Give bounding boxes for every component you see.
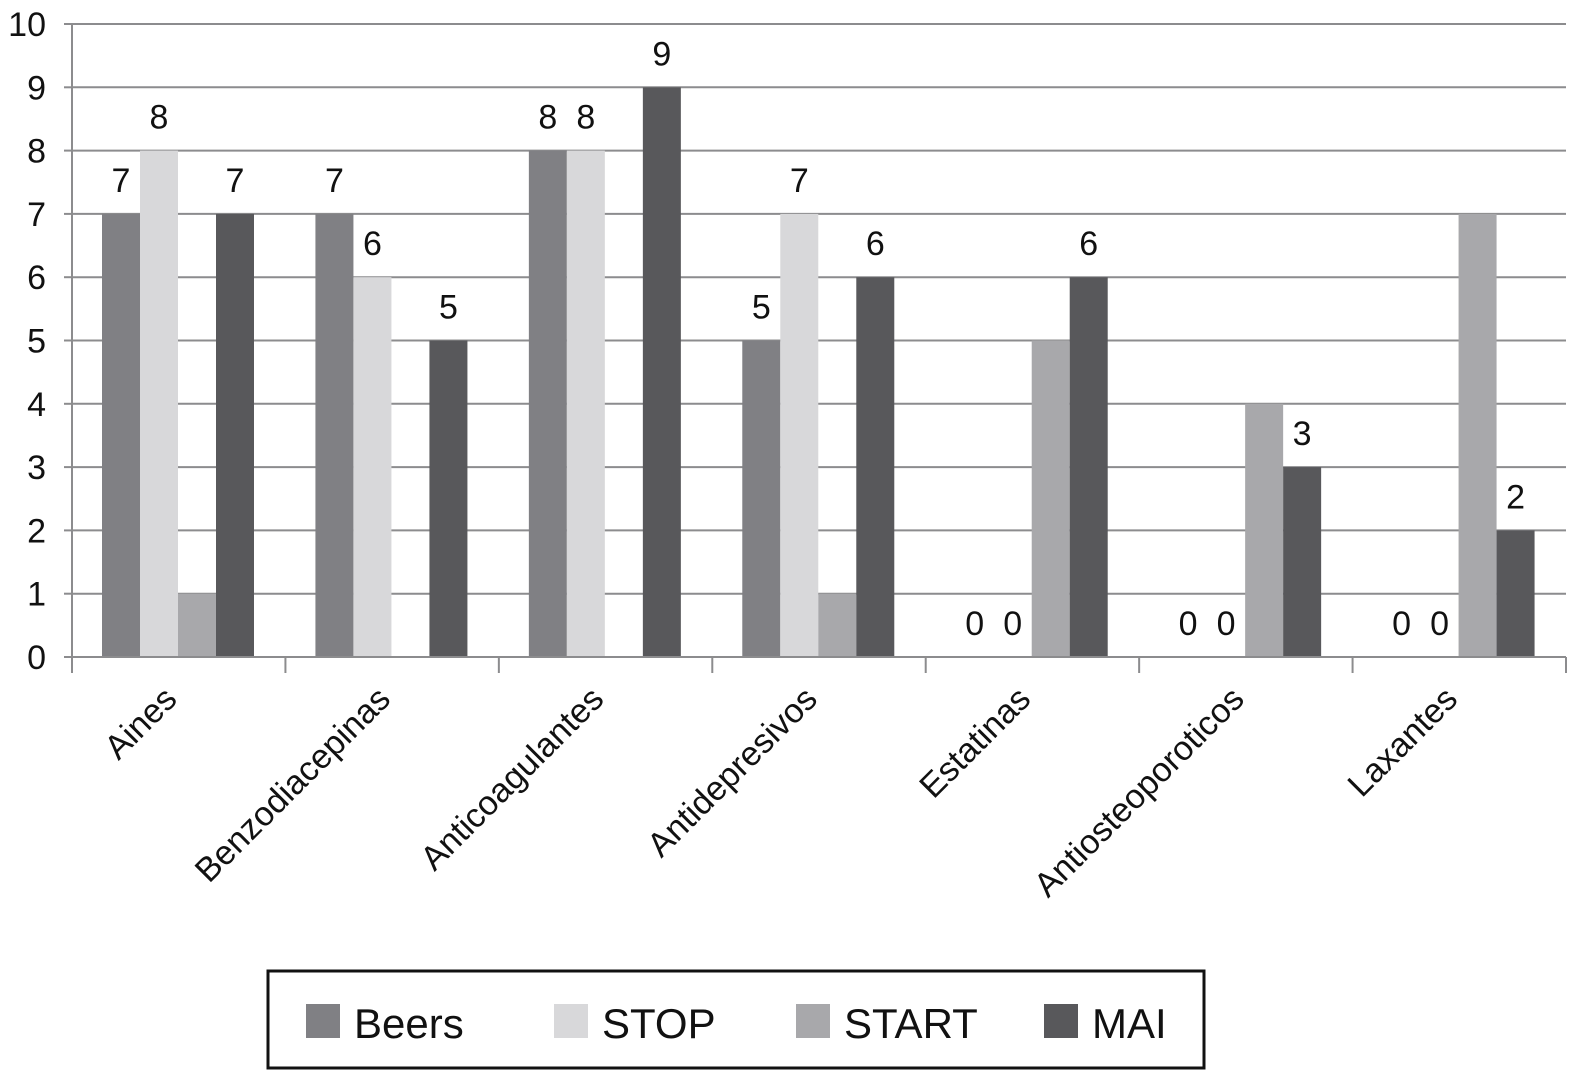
y-tick-label: 10 bbox=[8, 6, 46, 44]
legend-label-stop: STOP bbox=[602, 1000, 716, 1047]
bar-beers bbox=[102, 213, 140, 657]
data-label: 7 bbox=[790, 162, 809, 200]
y-tick-label: 3 bbox=[27, 449, 46, 487]
data-label: 0 bbox=[1430, 605, 1449, 643]
bar-stop bbox=[566, 150, 605, 657]
data-label: 7 bbox=[226, 162, 245, 200]
data-label: 0 bbox=[1217, 605, 1236, 643]
gridlines bbox=[72, 23, 1566, 658]
data-label: 0 bbox=[1392, 605, 1411, 643]
data-label: 0 bbox=[1003, 605, 1022, 643]
data-label: 8 bbox=[576, 99, 595, 137]
bar-mai bbox=[642, 87, 681, 658]
bar-start bbox=[1245, 403, 1284, 657]
legend-swatch-start bbox=[796, 1004, 830, 1038]
y-tick-label: 6 bbox=[27, 259, 46, 297]
x-axis: Aines Benzodiacepinas Anticoagulantes Antid… bbox=[71, 656, 1567, 905]
bar-stop bbox=[780, 213, 819, 657]
bar-beers bbox=[742, 340, 781, 657]
data-label: 6 bbox=[363, 225, 382, 263]
y-tick-label: 0 bbox=[27, 639, 46, 677]
data-label: 0 bbox=[965, 605, 984, 643]
bar-mai bbox=[429, 340, 468, 657]
data-label: 6 bbox=[1079, 225, 1098, 263]
bars bbox=[102, 87, 1535, 658]
bar-mai bbox=[856, 277, 895, 657]
legend-swatch-beers bbox=[306, 1004, 340, 1038]
category-label: Antidepresivos bbox=[640, 680, 825, 865]
bar-mai bbox=[1283, 467, 1322, 657]
data-label: 5 bbox=[752, 289, 771, 327]
data-label: 7 bbox=[325, 162, 344, 200]
legend: Beers STOP START MAI bbox=[266, 969, 1206, 1070]
legend-label-mai: MAI bbox=[1092, 1000, 1167, 1047]
data-label: 6 bbox=[866, 225, 885, 263]
y-tick-label: 9 bbox=[27, 69, 46, 107]
category-label: Laxantes bbox=[1340, 680, 1464, 804]
bar-stop bbox=[140, 150, 178, 657]
y-tick-label: 1 bbox=[27, 576, 46, 614]
category-label: Aines bbox=[97, 680, 184, 767]
legend-swatch-stop bbox=[554, 1004, 588, 1038]
bar-start bbox=[818, 593, 857, 657]
data-label: 7 bbox=[112, 162, 131, 200]
category-label: Antiosteoporoticos bbox=[1027, 680, 1252, 905]
bar-stop bbox=[353, 277, 392, 657]
bar-mai bbox=[1496, 530, 1535, 657]
category-label: Benzodiacepinas bbox=[188, 680, 398, 890]
legend-label-start: START bbox=[844, 1000, 978, 1047]
data-label: 3 bbox=[1293, 415, 1312, 453]
bar-beers bbox=[315, 213, 354, 657]
data-label: 9 bbox=[652, 35, 671, 73]
legend-swatch-mai bbox=[1044, 1004, 1078, 1038]
data-label: 2 bbox=[1506, 478, 1525, 516]
y-tick-label: 8 bbox=[27, 133, 46, 171]
y-tick-label: 7 bbox=[27, 196, 46, 234]
bar-mai bbox=[216, 213, 254, 657]
bar-mai bbox=[1069, 277, 1108, 657]
data-label: 5 bbox=[439, 289, 458, 327]
y-axis: 0 1 2 3 4 5 6 7 8 9 10 bbox=[8, 6, 73, 677]
category-label: Estatinas bbox=[912, 680, 1038, 806]
data-label: 0 bbox=[1179, 605, 1198, 643]
y-tick-label: 4 bbox=[27, 386, 46, 424]
category-label: Anticoagulantes bbox=[413, 680, 611, 878]
y-tick-label: 2 bbox=[27, 512, 46, 550]
data-label: 8 bbox=[150, 99, 169, 137]
legend-label-beers: Beers bbox=[354, 1000, 464, 1047]
bar-start bbox=[1458, 213, 1497, 657]
bar-start bbox=[1031, 340, 1070, 657]
bar-beers bbox=[528, 150, 567, 657]
data-label: 8 bbox=[538, 99, 557, 137]
y-tick-label: 5 bbox=[27, 323, 46, 361]
bar-start bbox=[178, 593, 216, 657]
